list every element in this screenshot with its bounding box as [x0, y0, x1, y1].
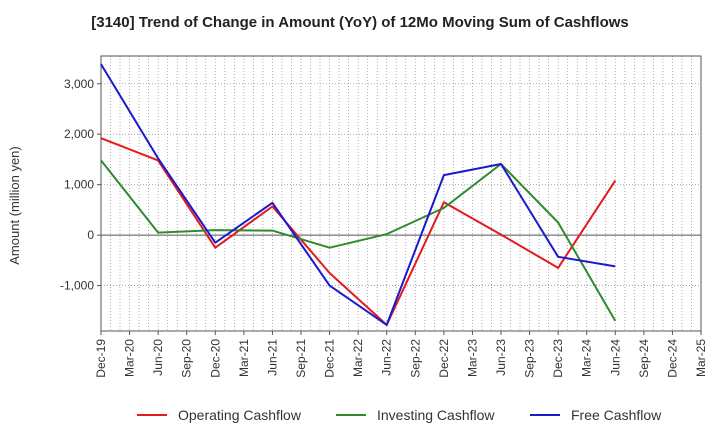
x-tick-label: Dec-21	[323, 339, 337, 378]
x-tick-label: Dec-19	[94, 339, 108, 378]
y-tick-label: 2,000	[64, 127, 94, 141]
x-tick-label: Dec-23	[551, 339, 565, 378]
y-tick-label: -1,000	[60, 279, 94, 293]
x-tick-label: Jun-24	[608, 339, 622, 376]
x-tick-label: Mar-22	[351, 339, 365, 377]
x-tick-label: Mar-25	[694, 339, 708, 377]
x-tick-label: Jun-23	[494, 339, 508, 376]
x-tick-label: Sep-22	[408, 339, 422, 378]
legend: Operating Cashflow Investing Cashflow Free…	[137, 407, 662, 423]
y-axis-label: Amount (million yen)	[7, 146, 22, 265]
legend-label-free-cashflow: Free Cashflow	[571, 407, 662, 423]
x-tick-label: Jun-21	[265, 339, 279, 376]
x-tick-label: Jun-22	[380, 339, 394, 376]
x-tick-label: Sep-21	[294, 339, 308, 378]
y-tick-label: 1,000	[64, 178, 94, 192]
series-line-investing-cashflow	[100, 159, 617, 322]
x-tick-label: Mar-21	[237, 339, 251, 377]
legend-label-investing-cashflow: Investing Cashflow	[377, 407, 495, 423]
chart-title: [3140] Trend of Change in Amount (YoY) o…	[91, 14, 629, 31]
x-tick-label: Dec-24	[665, 339, 679, 378]
plot-frame	[100, 55, 702, 332]
series-line-free-cashflow	[100, 63, 616, 326]
y-tick-label: 3,000	[64, 77, 94, 91]
x-tick-label: Mar-24	[580, 339, 594, 377]
x-tick-label: Dec-20	[208, 339, 222, 378]
x-tick-label: Mar-20	[123, 339, 137, 377]
series-layer	[100, 63, 617, 326]
x-tick-label: Dec-22	[437, 339, 451, 378]
x-tick-label: Sep-20	[180, 339, 194, 378]
series-line-operating-cashflow	[100, 137, 617, 326]
x-tick-label: Jun-20	[151, 339, 165, 376]
x-tick-label: Sep-24	[637, 339, 651, 378]
x-tick-label: Mar-23	[465, 339, 479, 377]
y-tick-label: 0	[87, 228, 94, 242]
x-tick-label: Sep-23	[523, 339, 537, 378]
legend-label-operating-cashflow: Operating Cashflow	[178, 407, 302, 423]
axes-layer: -1,000 0 1,000 2,000 3,000 Dec-19 Mar-20 Jun-20…	[7, 55, 708, 378]
